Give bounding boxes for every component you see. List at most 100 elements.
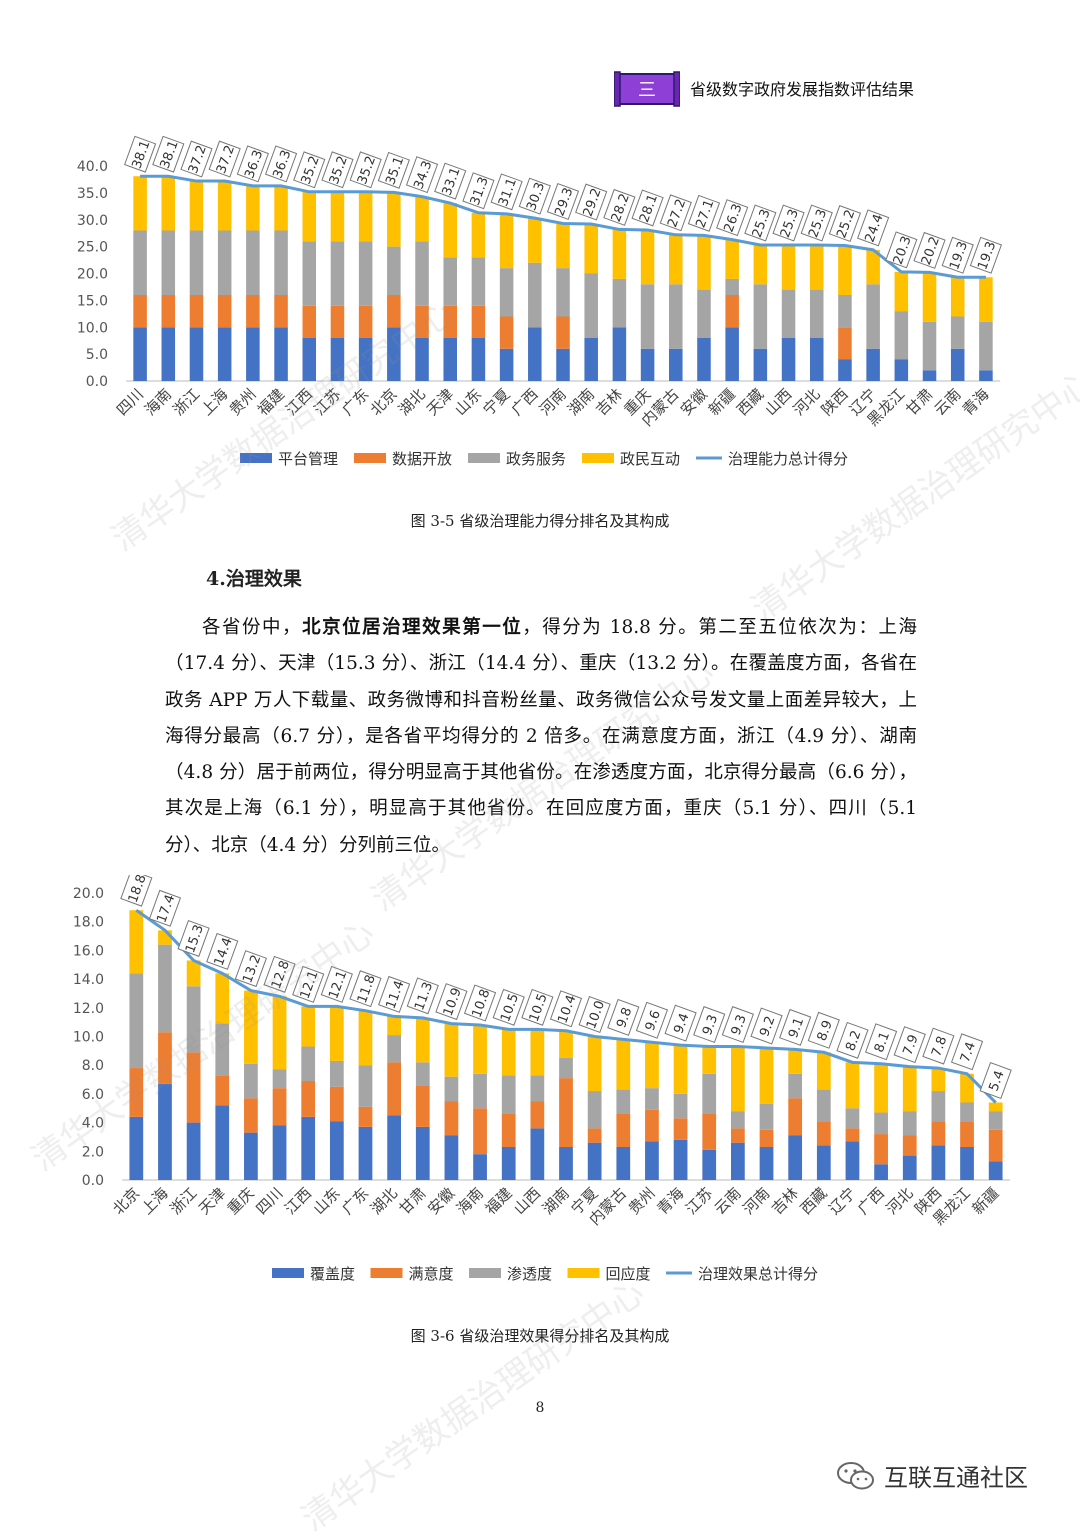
data-label-text: 8.2 <box>843 1029 864 1054</box>
wechat-icon <box>837 1461 874 1489</box>
total-data-label: 33.1 <box>434 162 467 200</box>
total-data-label: 35.2 <box>293 151 326 189</box>
x-tick-label: 河北 <box>883 1184 917 1218</box>
x-tick-label: 青海 <box>959 385 993 419</box>
x-tick-label: 吉林 <box>768 1184 802 1218</box>
data-label-box <box>435 983 468 1021</box>
x-tick-label: 西藏 <box>797 1184 831 1218</box>
bar-segment <box>528 218 542 263</box>
data-label-box <box>885 231 918 269</box>
bar-segment <box>186 1052 201 1123</box>
data-label-text: 8.9 <box>815 1019 836 1044</box>
x-tick-label: 广东 <box>339 385 373 419</box>
bar-segment <box>725 327 739 381</box>
bar-segment <box>902 1135 917 1156</box>
x-tick-label: 江西 <box>282 385 316 419</box>
bar-segment <box>189 181 204 231</box>
bar-segment <box>616 1089 631 1114</box>
bar-segment <box>702 1073 717 1114</box>
bar-segment <box>816 1121 831 1146</box>
bar-segment <box>556 223 570 269</box>
data-label-text: 9.8 <box>614 1006 635 1031</box>
bar-segment <box>244 990 258 1064</box>
total-data-label: 28.2 <box>603 188 636 226</box>
data-label-box <box>180 140 213 178</box>
bar-segment <box>988 1102 1003 1112</box>
bar-segment <box>988 1111 1003 1130</box>
bar-segment <box>274 185 288 231</box>
bar-segment <box>702 1046 717 1074</box>
x-tick-label: 广东 <box>338 1184 372 1218</box>
data-label-box <box>922 1027 955 1065</box>
bar-segment <box>387 1115 402 1180</box>
bar-segment <box>272 996 287 1070</box>
bar-segment <box>473 1108 487 1155</box>
bar-segment <box>673 1139 688 1180</box>
data-label-text: 9.6 <box>643 1008 664 1033</box>
bar-segment <box>473 1154 487 1180</box>
bar-segment <box>158 944 172 1033</box>
bar-segment <box>444 1023 459 1077</box>
bar-segment <box>559 1146 573 1180</box>
total-data-label: 11.4 <box>378 975 411 1013</box>
x-tick-label: 辽宁 <box>825 1184 859 1218</box>
total-data-label: 27.2 <box>659 194 692 232</box>
y-tick-label: 40.0 <box>77 159 108 175</box>
total-data-label: 13.2 <box>234 950 268 988</box>
data-label-box <box>864 1023 898 1061</box>
bar-segment <box>329 1086 344 1122</box>
x-tick-label: 福建 <box>254 385 288 419</box>
data-label-text: 5.4 <box>987 1069 1008 1094</box>
bar-segment <box>301 1116 316 1180</box>
x-tick-label: 甘肃 <box>902 385 936 419</box>
x-tick-label: 山西 <box>761 385 795 419</box>
bar-segment <box>499 213 514 269</box>
x-tick-label: 浙江 <box>169 385 203 419</box>
legend-label: 平台管理 <box>278 450 338 468</box>
y-tick-label: 14.0 <box>73 972 104 988</box>
x-tick-label: 海南 <box>141 385 175 419</box>
legend-label: 政务服务 <box>506 450 566 468</box>
data-label-box <box>123 135 157 173</box>
bar-segment <box>501 1146 516 1180</box>
total-data-label: 15.3 <box>177 919 210 957</box>
page-number: 8 <box>535 1400 545 1416</box>
bar-segment <box>415 305 429 338</box>
bar-segment <box>133 230 147 295</box>
data-label-box <box>349 151 382 189</box>
bar-segment <box>874 1164 888 1180</box>
bar-segment <box>922 370 937 381</box>
bar-segment <box>640 229 655 285</box>
total-data-label: 9.8 <box>607 998 640 1036</box>
bar-segment <box>161 295 176 328</box>
bar-segment <box>471 257 486 306</box>
total-data-label: 37.2 <box>180 140 213 178</box>
data-label-box <box>405 156 439 194</box>
total-data-label: 27.1 <box>687 194 721 232</box>
total-data-label: 7.4 <box>950 1033 984 1071</box>
x-tick-label: 北京 <box>367 385 401 419</box>
y-tick-label: 8.0 <box>82 1058 104 1074</box>
bar-segment <box>988 1129 1003 1162</box>
data-label-box <box>744 204 777 242</box>
governance-capacity-chart: 0.0 5.0 10.0 15.0 20.0 25.0 30.0 35.0 40.0 四川海南浙江… <box>77 135 1003 468</box>
x-tick-label: 安徽 <box>677 385 711 419</box>
bar-segment <box>246 295 260 328</box>
bar-segment <box>244 1063 258 1099</box>
figure-3-5-caption: 图 3-5 省级治理能力得分排名及其构成 <box>410 512 670 530</box>
x-tick-label: 江苏 <box>310 385 344 419</box>
data-label-box <box>607 998 640 1036</box>
y-tick-label: 5.0 <box>86 347 108 363</box>
bar-segment <box>330 305 345 338</box>
bar-segment <box>471 305 486 338</box>
legend-label: 回应度 <box>606 1265 651 1283</box>
bar-segment <box>330 338 345 381</box>
x-tick-label: 西藏 <box>733 385 767 419</box>
bar-segment <box>358 1126 373 1180</box>
bar-segment <box>387 1035 402 1063</box>
bar-segment <box>979 321 993 371</box>
total-data-label: 9.6 <box>635 1001 669 1039</box>
bar-segment <box>556 348 570 381</box>
total-data-label: 29.3 <box>546 183 580 221</box>
total-data-label: 19.3 <box>941 236 974 274</box>
